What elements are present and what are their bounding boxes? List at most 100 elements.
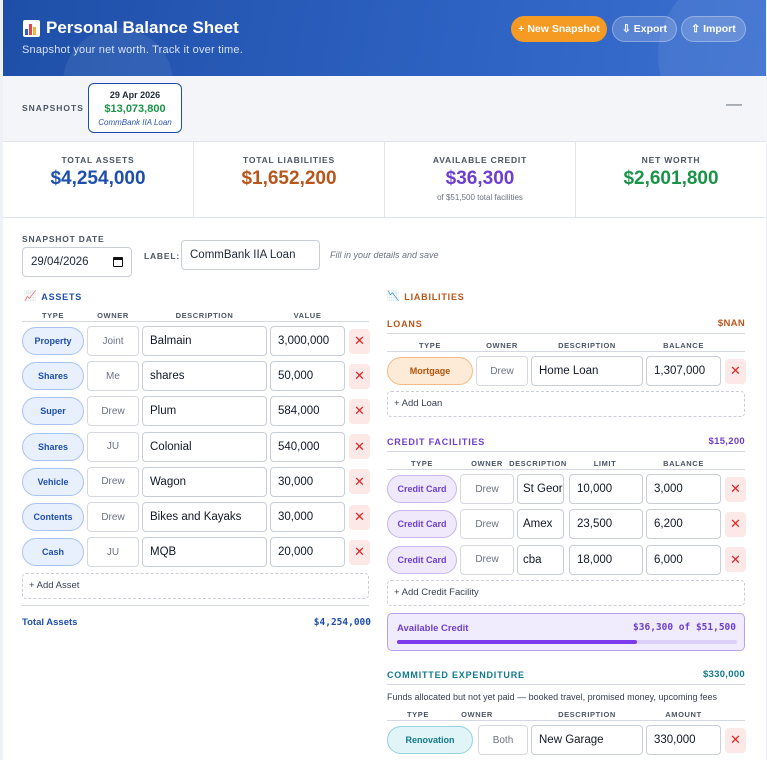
- credit-balance-input[interactable]: 3,000: [646, 474, 721, 504]
- loan-description-input[interactable]: Home Loan: [531, 356, 643, 386]
- delete-asset-icon[interactable]: ✕: [349, 434, 370, 460]
- export-label: Export: [633, 23, 668, 35]
- asset-type-pill[interactable]: Cash: [22, 538, 84, 567]
- credit-description-input[interactable]: St George: [517, 474, 564, 504]
- asset-value-input[interactable]: 30,000: [270, 466, 345, 497]
- credit-owner-field[interactable]: Drew: [460, 544, 514, 575]
- asset-type-pill[interactable]: Vehicle: [22, 467, 84, 496]
- label-input[interactable]: CommBank IIA Loan: [181, 240, 320, 270]
- collapse-toggle[interactable]: —: [726, 96, 742, 113]
- app-header: Personal Balance Sheet Snapshot your net…: [3, 0, 766, 76]
- credit-divider: [387, 451, 745, 452]
- asset-value-input[interactable]: 50,000: [270, 361, 345, 392]
- loan-type-pill[interactable]: Mortgage: [387, 357, 473, 385]
- asset-type-pill[interactable]: Property: [22, 327, 84, 355]
- available-credit-bar-value: $36,300 of $51,500: [633, 622, 736, 633]
- asset-owner-field[interactable]: Joint: [87, 326, 139, 356]
- delete-asset-icon[interactable]: ✕: [349, 504, 370, 530]
- asset-value-input[interactable]: 3,000,000: [270, 326, 345, 356]
- asset-value-input[interactable]: 20,000: [270, 537, 345, 568]
- loan-balance-input[interactable]: 1,307,000: [646, 356, 721, 386]
- snapshot-card[interactable]: 29 Apr 2026 $13,073,800 CommBank IIA Loa…: [88, 83, 182, 133]
- available-credit-sub: of $51,500 total facilities: [437, 193, 523, 202]
- asset-description-input[interactable]: Plum: [142, 396, 267, 427]
- asset-value-input[interactable]: 30,000: [270, 502, 345, 532]
- snapshots-label: SNAPSHOTS: [22, 103, 84, 113]
- credit-type-pill[interactable]: Credit Card: [387, 545, 457, 574]
- assets-section-title: 📈 ASSETS: [24, 291, 82, 302]
- form-hint: Fill in your details and save: [330, 250, 439, 260]
- asset-description-input[interactable]: Colonial: [142, 431, 267, 462]
- credit-description-input[interactable]: Amex: [517, 509, 564, 540]
- credit-type-pill[interactable]: Credit Card: [387, 510, 457, 539]
- export-button[interactable]: ⇩ Export: [612, 16, 677, 42]
- snapshot-date-input[interactable]: 29/04/2026: [22, 247, 132, 277]
- committed-divider: [387, 684, 745, 685]
- committed-header-amount: AMOUNT: [665, 710, 702, 719]
- assets-header-value: VALUE: [293, 311, 322, 320]
- add-asset-button[interactable]: + Add Asset: [22, 573, 369, 599]
- asset-type-pill[interactable]: Shares: [22, 362, 84, 391]
- add-credit-facility-button[interactable]: + Add Credit Facility: [387, 580, 745, 606]
- import-button[interactable]: ⇧ Import: [681, 16, 746, 42]
- asset-owner-field[interactable]: JU: [87, 537, 139, 568]
- credit-limit-input[interactable]: 23,500: [569, 509, 643, 540]
- credit-owner-field[interactable]: Drew: [460, 474, 514, 504]
- asset-value-input[interactable]: 540,000: [270, 431, 345, 462]
- asset-description-input[interactable]: MQB: [142, 537, 267, 568]
- committed-owner-field[interactable]: Both: [478, 725, 528, 755]
- delete-asset-icon[interactable]: ✕: [349, 469, 370, 495]
- delete-committed-icon[interactable]: ✕: [725, 727, 746, 753]
- total-liabilities-card: TOTAL LIABILITIES $1,652,200: [194, 142, 385, 217]
- asset-description-input[interactable]: shares: [142, 361, 267, 392]
- new-snapshot-button[interactable]: + New Snapshot: [511, 16, 607, 42]
- available-credit-track: [397, 640, 737, 644]
- committed-header-type: TYPE: [407, 710, 429, 719]
- delete-loan-icon[interactable]: ✕: [725, 358, 746, 384]
- asset-owner-field[interactable]: Drew: [87, 502, 139, 532]
- credit-description-input[interactable]: cba: [517, 544, 564, 575]
- credit-limit-input[interactable]: 18,000: [569, 544, 643, 575]
- asset-type-pill[interactable]: Super: [22, 397, 84, 426]
- delete-asset-icon[interactable]: ✕: [349, 398, 370, 424]
- delete-credit-icon[interactable]: ✕: [725, 511, 746, 537]
- asset-description-input[interactable]: Balmain: [142, 326, 267, 356]
- committed-amount-input[interactable]: 330,000: [646, 725, 721, 755]
- calendar-icon[interactable]: [113, 257, 123, 267]
- delete-credit-icon[interactable]: ✕: [725, 476, 746, 502]
- asset-value-input[interactable]: 584,000: [270, 396, 345, 427]
- asset-description-input[interactable]: Wagon: [142, 466, 267, 497]
- credit-owner-field[interactable]: Drew: [460, 509, 514, 540]
- upload-icon: ⇧: [691, 23, 701, 35]
- committed-type-pill[interactable]: Renovation: [387, 726, 473, 754]
- add-loan-button[interactable]: + Add Loan: [387, 391, 745, 417]
- delete-asset-icon[interactable]: ✕: [349, 328, 370, 354]
- asset-owner-field[interactable]: Drew: [87, 396, 139, 427]
- available-credit-card: AVAILABLE CREDIT $36,300 of $51,500 tota…: [385, 142, 576, 217]
- committed-expenditure-title: COMMITTED EXPENDITURE: [387, 670, 525, 680]
- delete-credit-icon[interactable]: ✕: [725, 547, 746, 573]
- credit-header-owner: OWNER: [471, 459, 503, 468]
- credit-limit-input[interactable]: 10,000: [569, 474, 643, 504]
- app-window: Personal Balance Sheet Snapshot your net…: [3, 0, 766, 760]
- available-credit-bar: Available Credit $36,300 of $51,500: [387, 613, 745, 651]
- asset-owner-field[interactable]: Me: [87, 361, 139, 392]
- delete-asset-icon[interactable]: ✕: [349, 539, 370, 565]
- delete-asset-icon[interactable]: ✕: [349, 363, 370, 389]
- asset-type-pill[interactable]: Contents: [22, 503, 84, 531]
- download-icon: ⇩: [621, 23, 631, 35]
- asset-owner-field[interactable]: Drew: [87, 466, 139, 497]
- credit-header-type: TYPE: [411, 459, 433, 468]
- credit-type-pill[interactable]: Credit Card: [387, 475, 457, 503]
- assets-title-text: ASSETS: [41, 291, 83, 302]
- liabilities-title-text: LIABILITIES: [404, 291, 465, 302]
- credit-balance-input[interactable]: 6,000: [646, 544, 721, 575]
- asset-owner-field[interactable]: JU: [87, 431, 139, 462]
- total-assets-card: TOTAL ASSETS $4,254,000: [3, 142, 194, 217]
- loan-owner-field[interactable]: Drew: [476, 356, 528, 386]
- credit-balance-input[interactable]: 6,200: [646, 509, 721, 540]
- asset-description-input[interactable]: Bikes and Kayaks: [142, 502, 267, 532]
- snapshot-date-value: 29/04/2026: [31, 256, 89, 268]
- committed-description-input[interactable]: New Garage: [531, 725, 643, 755]
- asset-type-pill[interactable]: Shares: [22, 432, 84, 461]
